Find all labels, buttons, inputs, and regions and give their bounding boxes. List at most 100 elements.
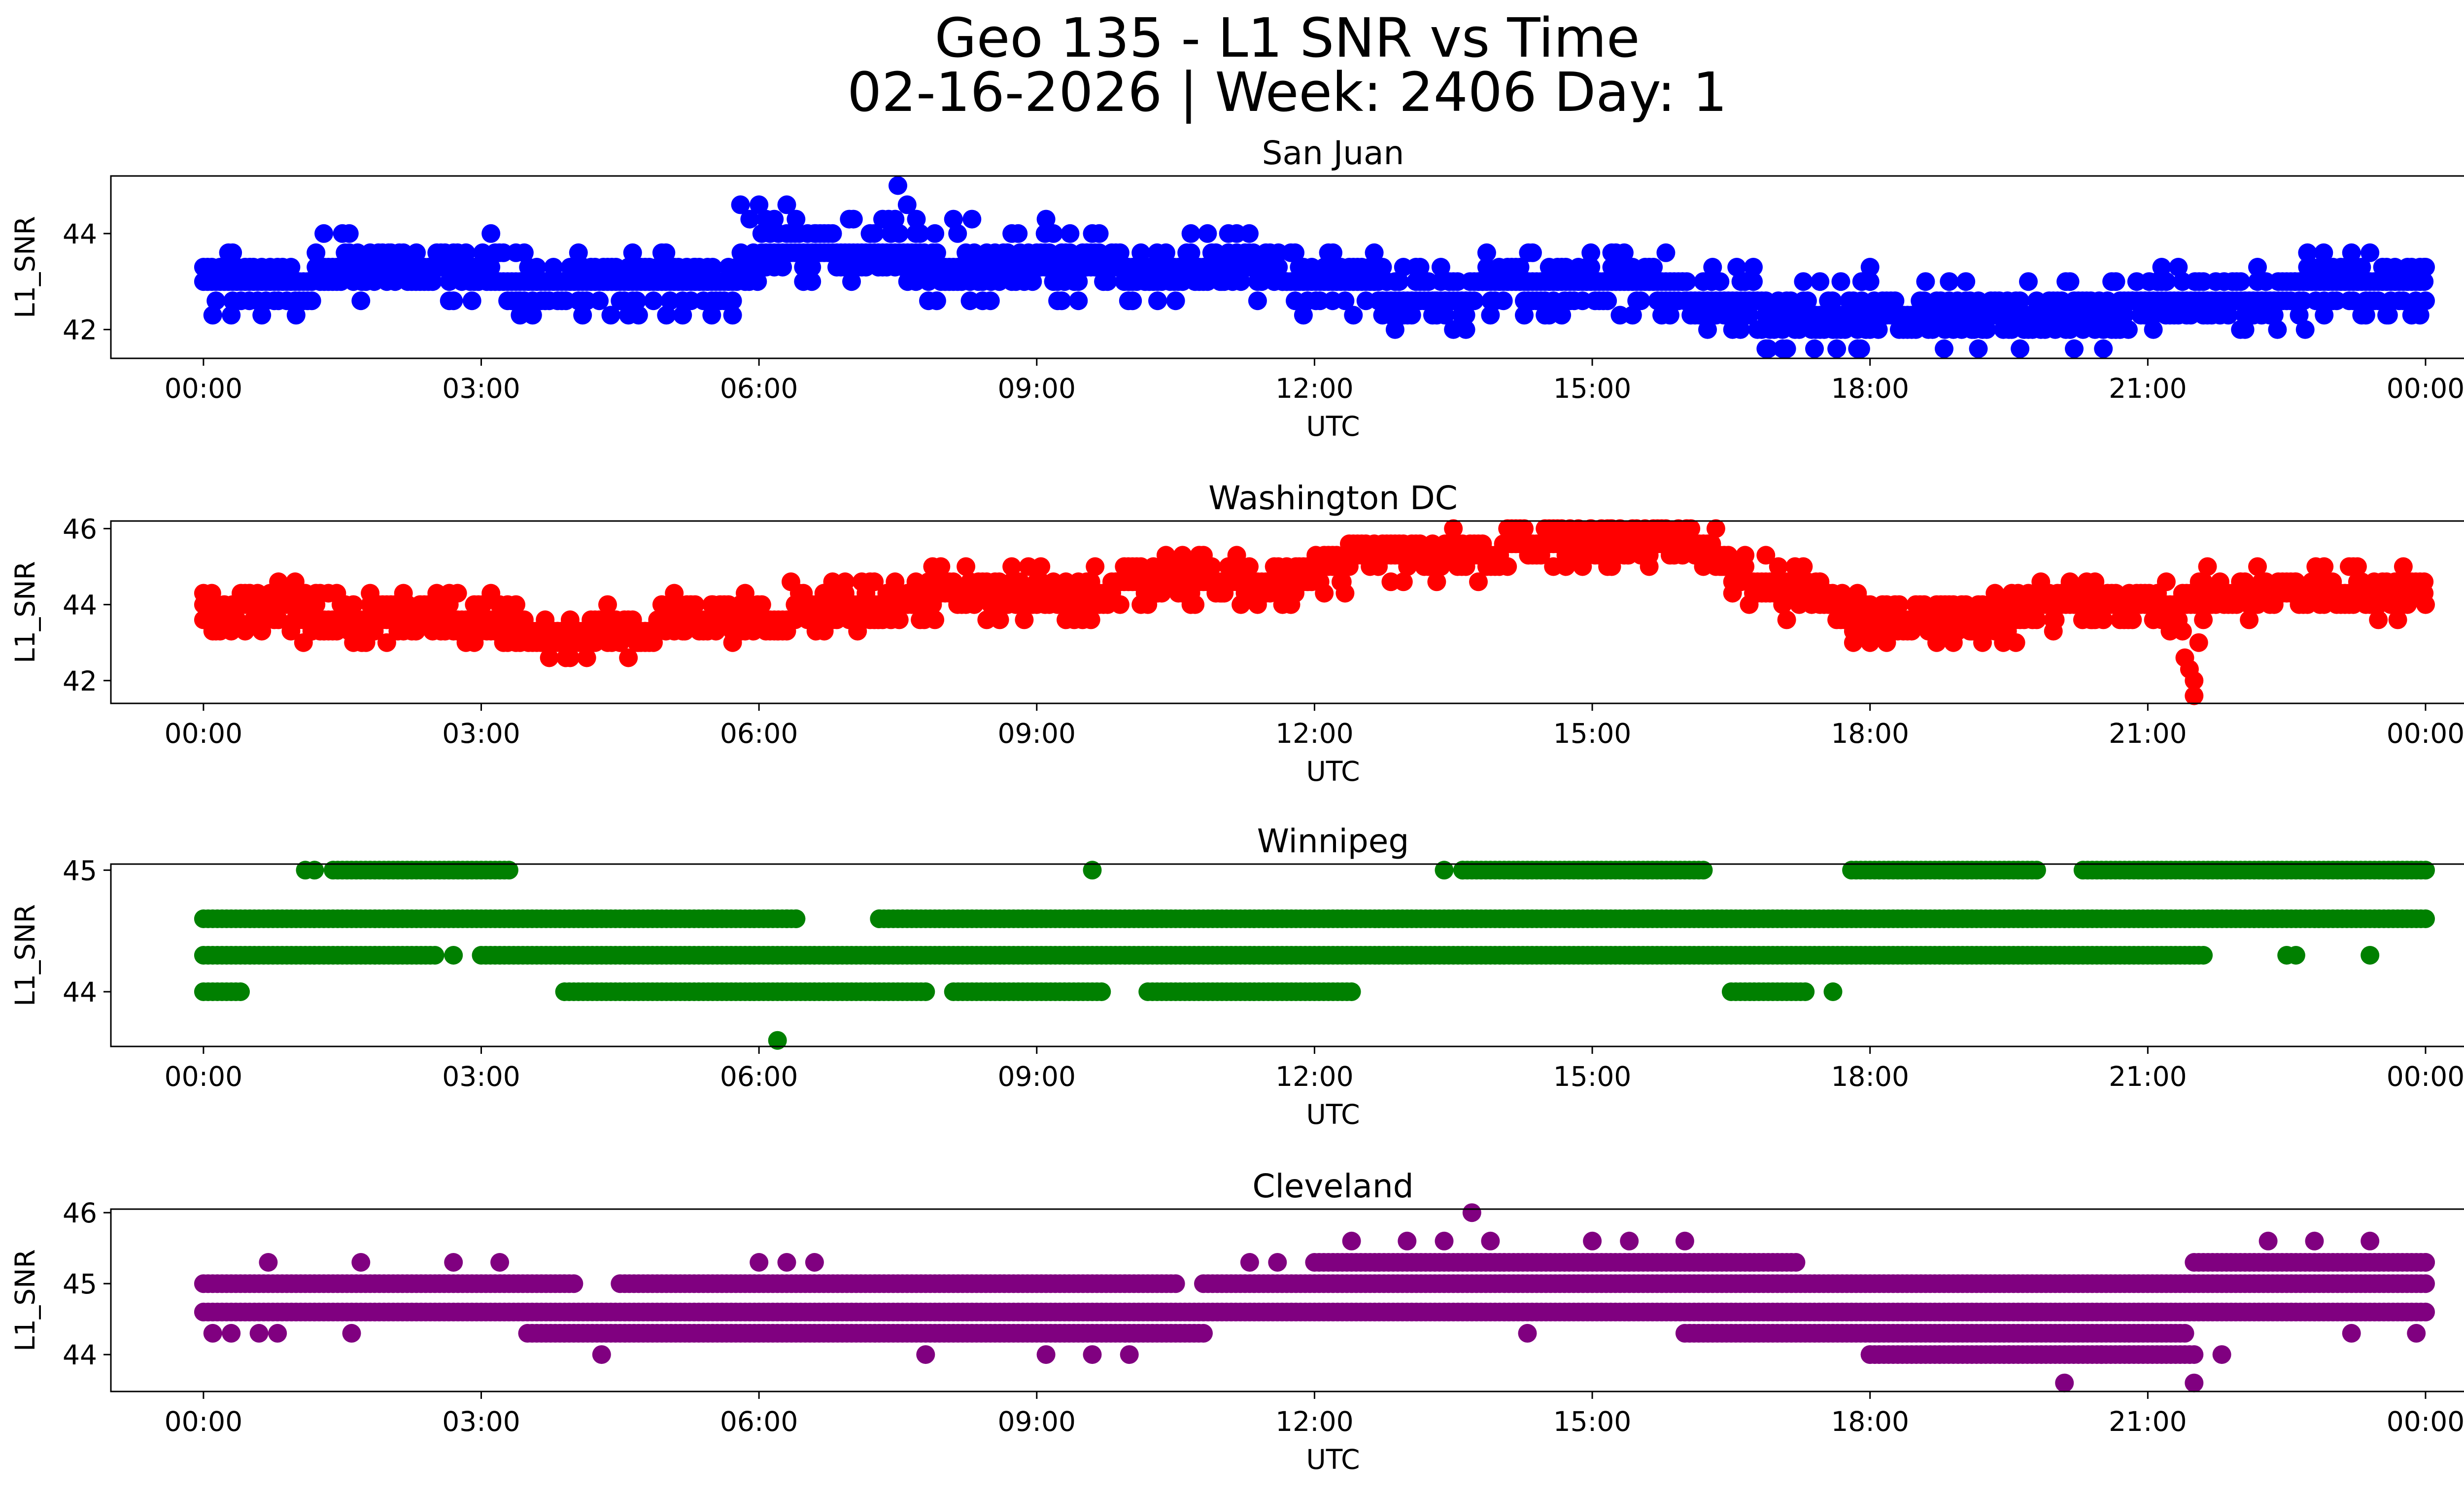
data-point (448, 584, 467, 603)
data-point (1956, 272, 1976, 291)
data-point (2173, 622, 2192, 641)
data-point (1083, 224, 1102, 243)
data-point (1240, 224, 1259, 243)
data-point (1023, 272, 1042, 291)
data-point (1623, 306, 1642, 325)
data-point (1601, 519, 1620, 538)
x-tick-label: 12:00 (1275, 373, 1354, 404)
data-point (890, 224, 909, 243)
data-point (1240, 557, 1259, 576)
x-tick-label: 18:00 (1831, 1061, 1909, 1092)
data-point (2286, 946, 2305, 965)
data-point (1202, 557, 1221, 576)
data-point (2156, 572, 2176, 591)
x-tick-label: 18:00 (1831, 373, 1909, 404)
data-point (2189, 633, 2208, 652)
data-point (1706, 519, 1725, 538)
data-point (333, 224, 352, 243)
y-axis-label: L1_SNR (9, 216, 41, 318)
data-point (2198, 557, 2217, 576)
data-point (2194, 584, 2213, 603)
data-point (1436, 306, 1455, 325)
data-point (1324, 243, 1342, 262)
data-point (1477, 243, 1496, 262)
y-tick-label: 44 (63, 218, 97, 250)
data-point (1962, 622, 1982, 641)
data-point (1823, 320, 1843, 339)
data-point (787, 909, 806, 928)
x-tick-label: 03:00 (442, 1061, 520, 1092)
data-point (574, 258, 593, 277)
x-tick-label: 09:00 (998, 1061, 1076, 1092)
data-point (1769, 557, 1788, 576)
data-point (1681, 519, 1701, 538)
data-point (1916, 272, 1935, 291)
data-point (286, 306, 306, 325)
data-point (1660, 306, 1679, 325)
x-axis-label: UTC (1306, 756, 1360, 787)
data-point (957, 557, 976, 576)
data-point (1069, 272, 1088, 291)
data-point (1777, 339, 1796, 358)
subplot-title: Winnipeg (1257, 822, 1409, 860)
data-point (601, 306, 620, 325)
data-point (1698, 320, 1717, 339)
data-point (777, 195, 796, 214)
data-point (1015, 610, 1034, 629)
y-tick-label: 46 (63, 513, 97, 545)
data-point (344, 595, 363, 614)
data-point (1805, 584, 1824, 603)
data-point (1315, 584, 1334, 603)
data-point (1798, 291, 1817, 311)
data-point (1385, 320, 1404, 339)
data-point (2361, 243, 2380, 262)
data-point (962, 209, 982, 229)
data-point (2379, 306, 2398, 325)
data-point (1759, 339, 1778, 358)
x-tick-label: 15:00 (1553, 718, 1632, 749)
data-point (481, 224, 501, 243)
data-point (1388, 306, 1407, 325)
data-point (2361, 946, 2380, 965)
x-tick-label: 21:00 (2109, 373, 2187, 404)
data-point (865, 572, 884, 591)
data-point (962, 584, 982, 603)
data-point (569, 243, 588, 262)
data-point (2342, 243, 2361, 262)
data-point (907, 209, 926, 229)
data-point (1465, 291, 1484, 311)
data-point (1811, 272, 1830, 291)
data-point (2415, 272, 2434, 291)
data-point (456, 243, 476, 262)
data-point (1756, 546, 1776, 565)
data-point (1110, 243, 1129, 262)
data-point (388, 622, 408, 641)
data-point (564, 1274, 583, 1293)
data-point (1888, 306, 1908, 325)
data-point (889, 595, 907, 614)
data-point (1212, 584, 1232, 603)
data-point (1069, 291, 1088, 311)
data-point (1823, 982, 1843, 1001)
data-point (2231, 572, 2250, 591)
data-point (842, 272, 861, 291)
data-point (2115, 306, 2134, 325)
data-point (1888, 622, 1908, 641)
data-point (2194, 946, 2213, 965)
data-point (203, 622, 222, 641)
data-point (2290, 306, 2309, 325)
data-point (1638, 546, 1657, 565)
data-point (1962, 320, 1982, 339)
data-point (2219, 306, 2238, 325)
data-point (870, 909, 889, 928)
data-point (2410, 306, 2430, 325)
data-point (1390, 272, 1409, 291)
x-tick-label: 12:00 (1275, 718, 1354, 749)
data-point (1833, 584, 1852, 603)
x-tick-label: 00:00 (2387, 718, 2464, 749)
data-point (507, 595, 525, 614)
x-tick-label: 00:00 (165, 718, 243, 749)
data-point (842, 610, 861, 629)
